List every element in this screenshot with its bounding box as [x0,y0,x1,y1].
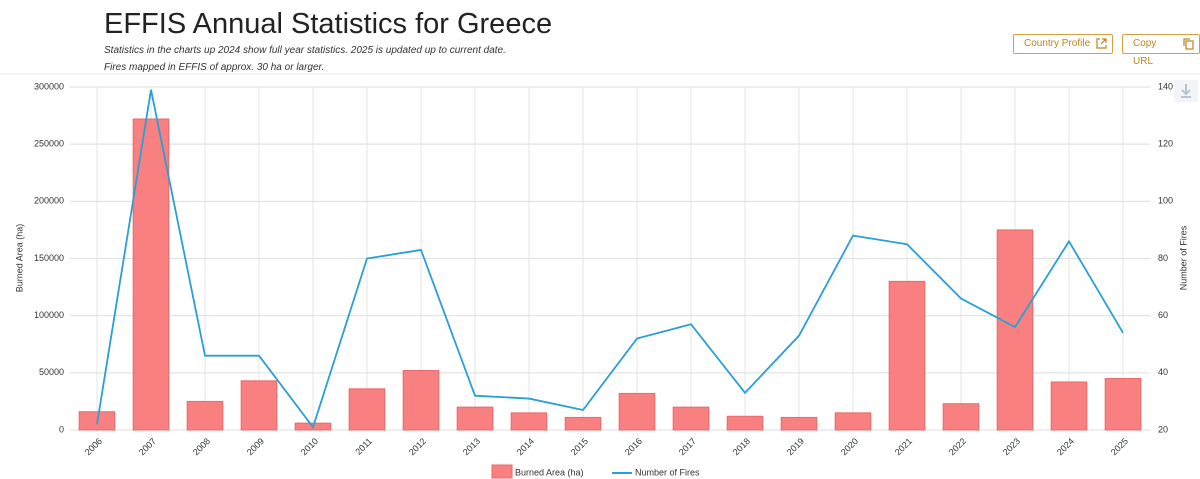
country-profile-button[interactable]: Country Profile [1013,34,1114,54]
y2-tick-label: 40 [1158,367,1168,377]
subtitle: Fires mapped in EFFIS of approx. 30 ha o… [104,62,325,73]
bar [402,370,440,431]
line [96,89,1124,430]
bar [672,406,710,431]
y-tick-label: 100000 [34,310,64,320]
chart: Burned Area (ha) Number of Fires 0 50000 1… [0,73,1200,479]
bar [942,403,980,431]
y2-tick-label: 60 [1158,310,1168,320]
copy-icon [1183,38,1194,50]
bar [834,412,872,431]
bar [510,412,548,431]
bar [132,118,170,431]
y2-tick-label: 120 [1158,139,1173,149]
legend-label: Number of Fires [635,467,700,477]
y2-tick-label: 140 [1158,81,1173,91]
download-icon[interactable] [1174,80,1198,102]
bar [618,392,656,431]
y2-tick-label: 100 [1158,196,1173,206]
y-tick-label: 0 [59,424,64,434]
bar [1104,378,1142,431]
y2-tick-label: 80 [1158,253,1168,263]
legend-label: Burned Area (ha) [515,467,584,477]
y-tick-label: 250000 [34,139,64,149]
y2-axis-label: Number of Fires [1178,225,1188,290]
bar [888,280,926,431]
bar [564,416,602,431]
button-label: Copy URL [1133,38,1157,67]
bar [186,400,224,431]
bar [780,416,818,431]
bar [456,406,494,431]
y-tick-label: 150000 [34,253,64,263]
bar [348,388,386,431]
header: EFFIS Annual Statistics for Greece Stati… [0,0,1200,73]
page-title: EFFIS Annual Statistics for Greece [104,8,553,40]
y-tick-label: 200000 [34,196,64,206]
y-tick-label: 300000 [34,81,64,91]
bar [996,229,1034,431]
y2-tick-label: 20 [1158,424,1168,434]
button-label: Country Profile [1024,38,1091,49]
copy-url-button[interactable]: Copy URL [1122,34,1200,67]
y-axis-label: Burned Area (ha) [14,224,24,293]
bar [726,415,764,431]
y-tick-label: 50000 [39,367,64,377]
bar [240,380,278,431]
bar [1050,381,1088,431]
legend-swatch [491,464,513,479]
subtitle: Statistics in the charts up 2024 show fu… [104,45,506,56]
external-icon [1096,38,1107,49]
